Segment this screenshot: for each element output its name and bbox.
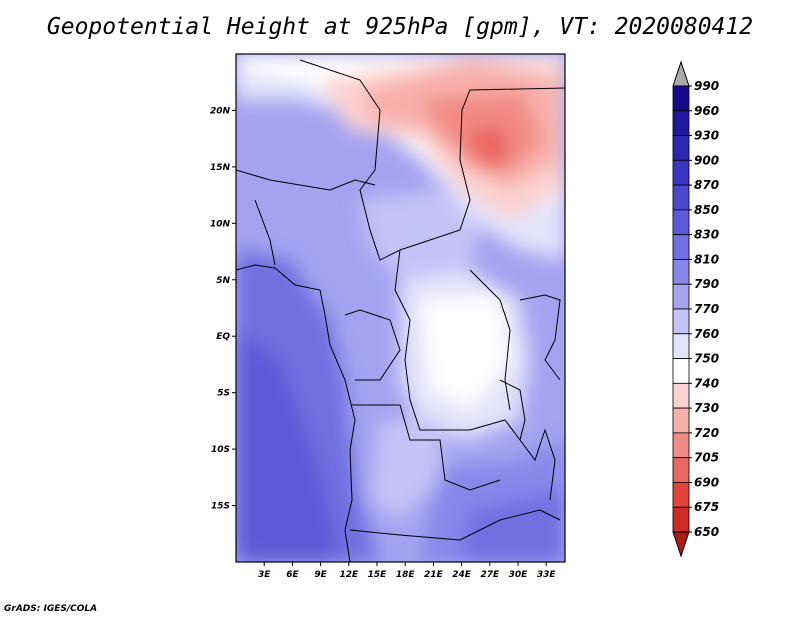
lon-tick-label: 21E [424, 570, 444, 580]
colorbar-over-triangle [672, 60, 690, 87]
map-frame [235, 53, 566, 563]
colorbar-swatch [672, 184, 690, 211]
colorbar-label: 810 [694, 252, 719, 266]
colorbar-label: 990 [694, 79, 719, 93]
lat-tick-label: 15N [210, 163, 231, 173]
lat-tick-label: 15S [211, 502, 230, 512]
colorbar-label: 720 [694, 426, 719, 440]
colorbar-label: 730 [694, 401, 719, 415]
colorbar-swatch [672, 358, 690, 384]
colorbar-label: 960 [694, 104, 719, 118]
colorbar-label: 930 [694, 129, 719, 143]
colorbar-label: 650 [694, 525, 719, 539]
latitude-axis: 20N 15N 10N 5N EQ 5S 10S 15S [210, 106, 236, 512]
lon-tick-label: 18E [396, 570, 416, 580]
map-title: Geopotential Height at 925hPa [gpm], VT:… [46, 14, 754, 40]
lon-tick-label: 27E [480, 570, 500, 580]
colorbar-swatch [672, 382, 690, 409]
credit-label: GrADS: IGES/COLA [4, 604, 98, 614]
lat-tick-label: 5S [217, 389, 230, 399]
lon-tick-label: 12E [339, 570, 359, 580]
colorbar-label: 705 [694, 451, 719, 465]
colorbar-label: 740 [694, 376, 719, 390]
colorbar-swatch [672, 506, 690, 533]
colorbar-swatch [672, 283, 690, 310]
colorbar-swatch [672, 110, 690, 136]
colorbar-swatch [672, 457, 690, 483]
colorbar-under-triangle [672, 531, 690, 558]
colorbar-swatch [672, 159, 690, 186]
colorbar-label: 870 [694, 178, 719, 192]
lon-tick-label: 33E [537, 570, 557, 580]
colorbar-legend: 990 960 930 900 870 850 830 810 790 770 760 750 740 7… [672, 60, 719, 558]
lon-tick-label: 6E [286, 570, 299, 580]
colorbar-swatch [672, 135, 690, 161]
lon-tick-label: 15E [368, 570, 388, 580]
colorbar-label: 900 [694, 153, 719, 167]
colorbar-swatch [672, 259, 690, 285]
longitude-axis: 3E 6E 9E 12E 15E 18E 21E 24E 27E 30E 33E [258, 562, 556, 580]
lon-tick-label: 9E [314, 570, 327, 580]
lat-tick-label: 5N [216, 276, 230, 286]
colorbar-label: 790 [694, 277, 719, 291]
colorbar-label: 750 [694, 352, 719, 366]
lon-tick-label: 24E [452, 570, 472, 580]
colorbar-label: 690 [694, 475, 719, 489]
lat-tick-label: 10N [210, 219, 231, 229]
lat-tick-label: 20N [210, 106, 231, 116]
colorbar-swatch [672, 333, 690, 359]
colorbar-swatch [672, 209, 690, 236]
colorbar-label: 770 [694, 302, 719, 316]
lon-tick-label: 30E [509, 570, 529, 580]
country-borders [236, 59, 565, 562]
colorbar-swatch [672, 234, 690, 260]
colorbar-swatch [672, 407, 690, 434]
lon-tick-label: 3E [258, 570, 271, 580]
colorbar-label: 850 [694, 203, 719, 217]
lat-tick-label: 10S [211, 445, 230, 455]
colorbar-swatch [672, 308, 690, 335]
lat-tick-label: EQ [216, 332, 230, 342]
colorbar-swatch [672, 482, 690, 508]
colorbar-label: 675 [694, 500, 719, 514]
colorbar-label: 760 [694, 327, 719, 341]
geopotential-field [236, 54, 565, 562]
colorbar-swatch [672, 432, 690, 459]
colorbar-swatch [672, 85, 690, 112]
colorbar-label: 830 [694, 228, 719, 242]
